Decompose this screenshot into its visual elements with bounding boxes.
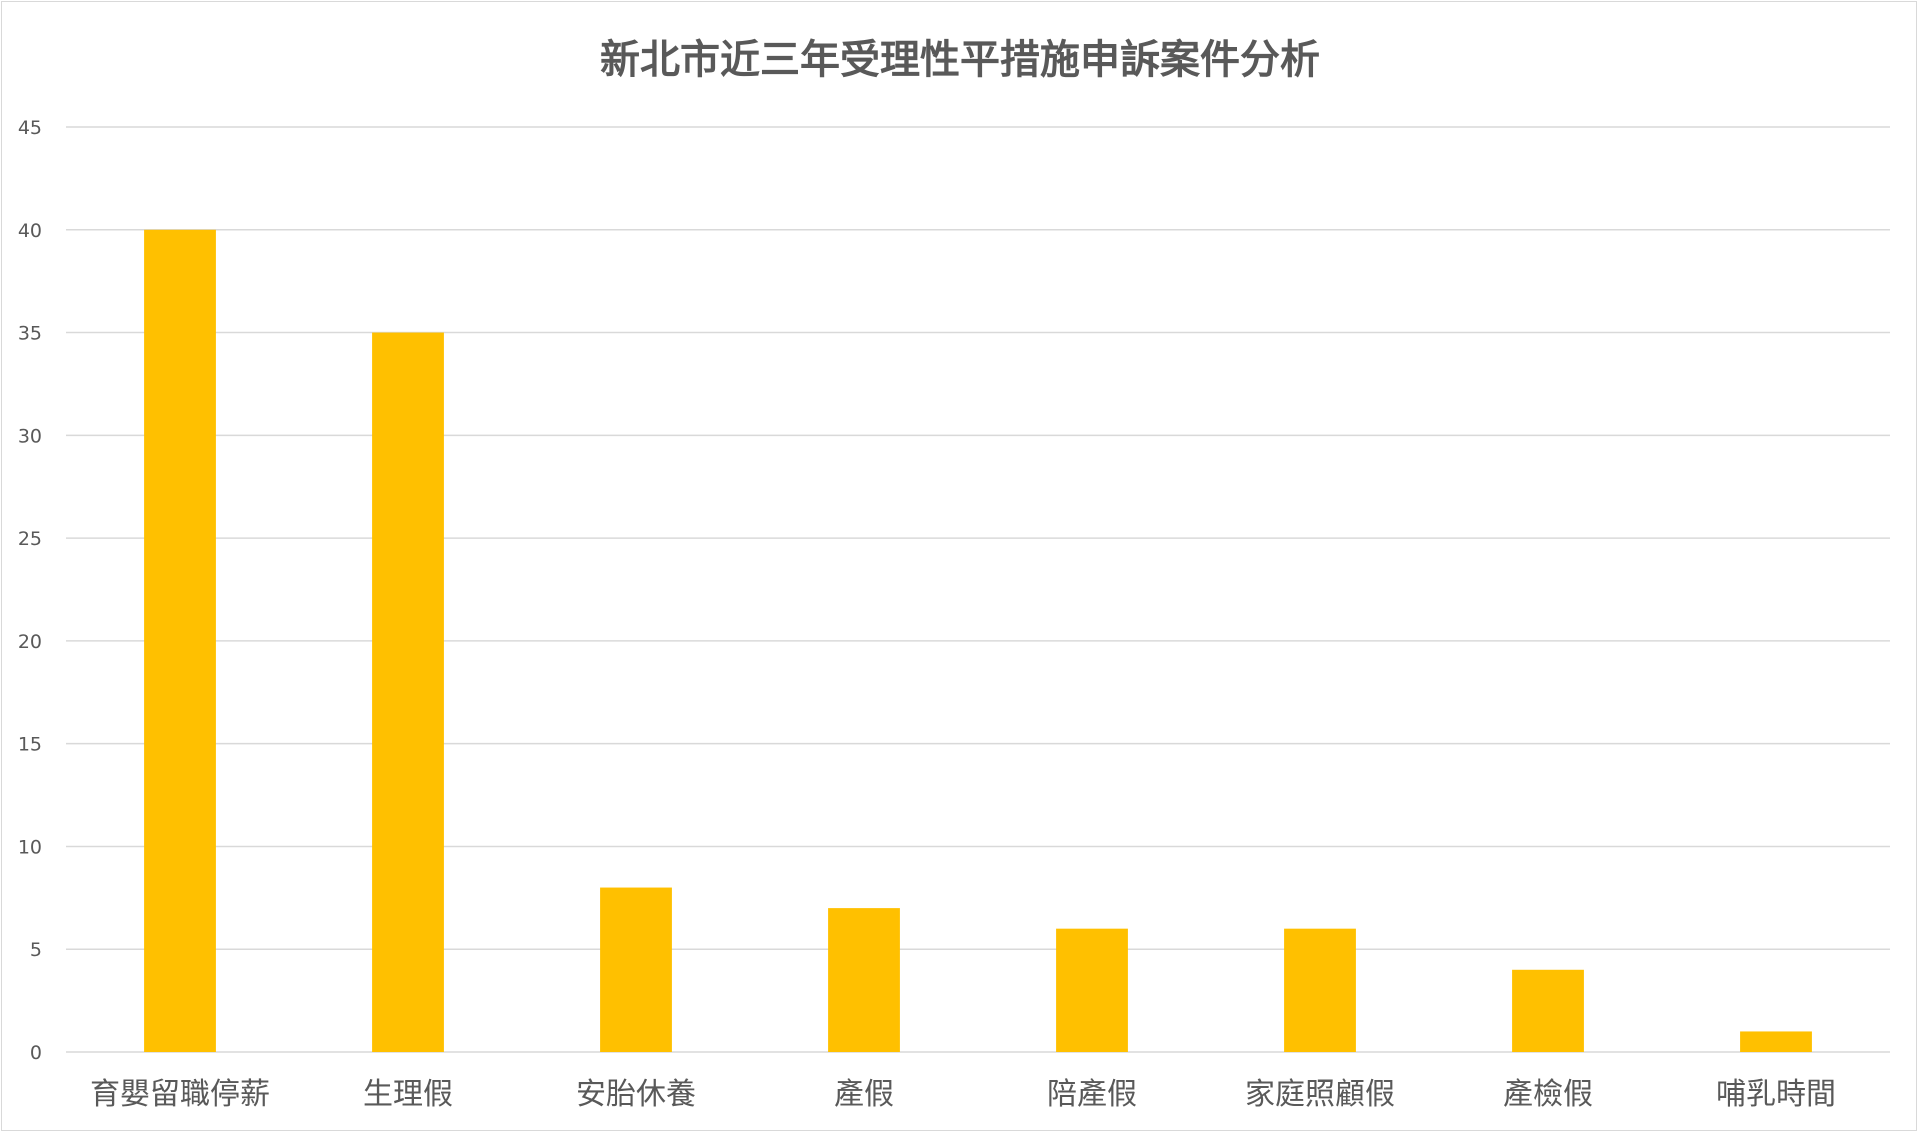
x-tick-label: 哺乳時間 xyxy=(1716,1077,1836,1112)
bar xyxy=(600,887,672,1052)
x-tick-label: 產檢假 xyxy=(1503,1077,1593,1112)
chart-title: 新北市近三年受理性平措施申訴案件分析 xyxy=(600,37,1320,83)
y-tick-label: 0 xyxy=(30,1042,42,1064)
y-tick-label: 5 xyxy=(30,939,42,961)
bars xyxy=(144,229,1812,1052)
x-tick-label: 育嬰留職停薪 xyxy=(90,1077,270,1112)
bar xyxy=(1284,928,1356,1052)
x-tick-label: 陪產假 xyxy=(1047,1077,1137,1112)
bar xyxy=(1740,1031,1812,1052)
gridlines xyxy=(66,126,1890,1053)
x-axis-labels: 育嬰留職停薪 生理假 安胎休養 產假 陪產假 家庭照顧假 產檢假 哺乳時間 xyxy=(90,1077,1836,1112)
bar xyxy=(1512,969,1584,1052)
y-tick-label: 30 xyxy=(18,425,42,447)
bar xyxy=(372,332,444,1052)
x-tick-label: 安胎休養 xyxy=(576,1077,696,1112)
y-tick-label: 45 xyxy=(18,117,42,139)
x-tick-label: 家庭照顧假 xyxy=(1245,1077,1395,1112)
x-tick-label: 產假 xyxy=(834,1077,894,1112)
bar xyxy=(144,229,216,1052)
y-tick-label: 40 xyxy=(18,220,42,242)
y-tick-label: 35 xyxy=(18,323,42,345)
y-tick-label: 25 xyxy=(18,528,42,550)
x-tick-label: 生理假 xyxy=(363,1077,453,1112)
bar xyxy=(828,908,900,1052)
bar xyxy=(1056,928,1128,1052)
y-tick-label: 15 xyxy=(18,734,42,756)
y-tick-label: 20 xyxy=(18,631,42,653)
y-tick-label: 10 xyxy=(18,836,42,858)
y-axis-ticks: 0 5 10 15 20 25 30 35 40 45 xyxy=(18,117,42,1064)
